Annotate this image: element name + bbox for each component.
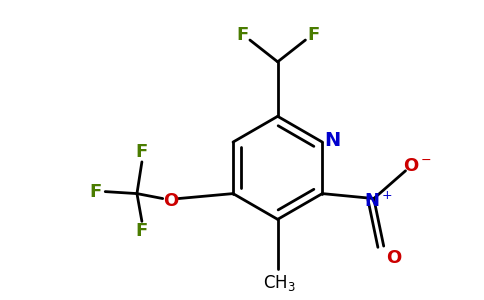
Text: F: F: [136, 222, 148, 240]
Text: N$^+$: N$^+$: [364, 192, 393, 211]
Text: CH$_3$: CH$_3$: [263, 273, 296, 293]
Text: N: N: [324, 130, 340, 150]
Text: O: O: [163, 191, 178, 209]
Text: F: F: [136, 143, 148, 161]
Text: F: F: [307, 26, 319, 44]
Text: F: F: [89, 183, 102, 201]
Text: O: O: [386, 249, 401, 267]
Text: F: F: [236, 26, 248, 44]
Text: O$^-$: O$^-$: [403, 157, 432, 175]
